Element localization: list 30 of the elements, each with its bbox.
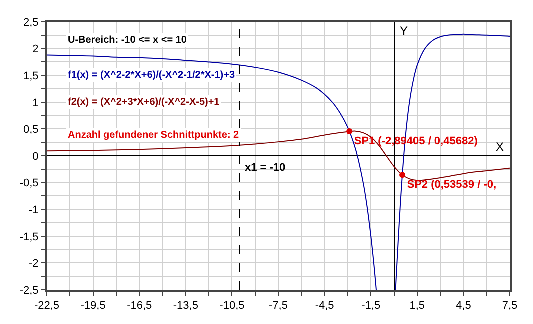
x-tick-label: -7,5: [269, 300, 288, 312]
x-tick-label: -16,5: [127, 300, 152, 312]
x-tick-label: -4,5: [315, 300, 334, 312]
y-tick-label: -0,5: [20, 178, 39, 190]
annotation: U-Bereich: -10 <= x <= 10: [68, 35, 188, 46]
annotation: Anzahl gefundener Schnittpunkte: 2: [68, 130, 240, 141]
y-tick-label: 1: [32, 97, 39, 110]
data-label: SP2 (0,53539 / -0,: [407, 179, 497, 192]
text: f2(x) = (X^2+3*X+6)/(-X^2-X-5)+1: [68, 97, 220, 108]
x-tick-label: 7,5: [502, 300, 518, 312]
x-tick-label: 4,5: [456, 300, 472, 312]
x-tick-label: -22,5: [34, 300, 60, 312]
x-tick-label: -13,5: [173, 300, 198, 312]
y-tick-label: 0: [32, 150, 39, 163]
y-tick-label: -2,5: [20, 284, 39, 297]
y-tick-label: 1,5: [24, 70, 39, 82]
x-tick-label: -19,5: [80, 300, 106, 312]
y-tick-label: -2: [29, 258, 39, 270]
y-tick-label: 0,5: [24, 124, 39, 136]
x-tick-label: -1,5: [362, 300, 381, 312]
y-tick-label: -1: [29, 204, 39, 216]
y-tick-label: 2,5: [24, 16, 39, 29]
x-tick-label: -10,5: [220, 300, 245, 312]
ref-line-label: x1 = -10: [245, 162, 286, 174]
y-axis-title: Y: [400, 24, 408, 38]
y-tick-label: 2: [32, 44, 39, 56]
y-tick-label: -1,5: [20, 231, 39, 244]
series-label: f1(x) = (X^2-2*X+6)/(-X^2-1/2*X-1)+3: [68, 70, 236, 81]
x-tick-label: 1,5: [410, 300, 426, 312]
x-axis-title: X: [496, 140, 504, 154]
